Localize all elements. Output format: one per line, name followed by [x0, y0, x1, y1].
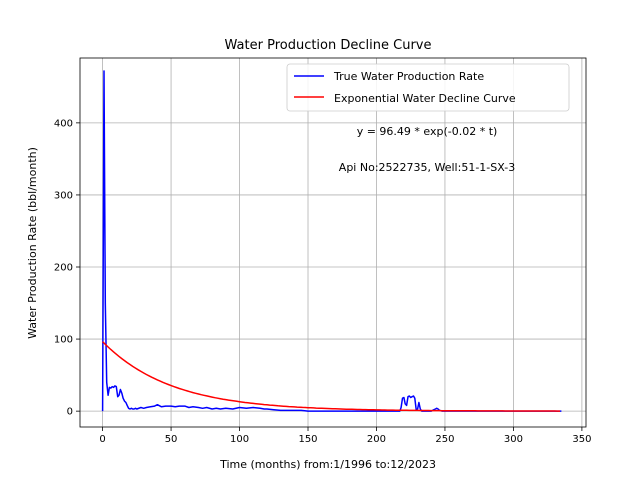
x-tick-label: 150 — [298, 434, 317, 445]
legend-box — [286, 63, 570, 112]
legend-label-true-rate: True Water Production Rate — [333, 70, 484, 83]
chart-title: Water Production Decline Curve — [225, 38, 432, 53]
x-axis-label: Time (months) from:1/1996 to:12/2023 — [219, 458, 436, 471]
x-tick-label: 50 — [165, 434, 178, 445]
plot-frame — [79, 57, 587, 428]
x-tick-label: 300 — [504, 434, 523, 445]
y-tick-label: 200 — [54, 263, 73, 274]
y-axis-label: Water Production Rate (bbl/month) — [26, 147, 39, 339]
x-tick-label: 200 — [367, 434, 386, 445]
x-tick-label: 100 — [230, 434, 249, 445]
y-tick-label: 0 — [67, 407, 73, 418]
x-tick-label: 0 — [99, 434, 105, 445]
y-tick-label: 400 — [54, 118, 73, 129]
series-layer — [101, 70, 562, 412]
y-tick-label: 100 — [54, 335, 73, 346]
series-line-exponential-decline — [102, 341, 560, 412]
well-annotation: Api No:2522735, Well:51-1-SX-3 — [339, 161, 515, 174]
legend: True Water Production Rate Exponential W… — [286, 63, 570, 112]
legend-label-decline-curve: Exponential Water Decline Curve — [334, 92, 516, 105]
grid — [80, 58, 586, 427]
x-tick-label: 250 — [435, 434, 454, 445]
y-tick-label: 300 — [54, 190, 73, 201]
equation-annotation: y = 96.49 * exp(-0.02 * t) — [357, 125, 498, 138]
x-tick-label: 350 — [572, 434, 591, 445]
ticks-layer: 0 50 100 150 200 250 300 350 0 100 200 300 400 — [54, 118, 592, 445]
